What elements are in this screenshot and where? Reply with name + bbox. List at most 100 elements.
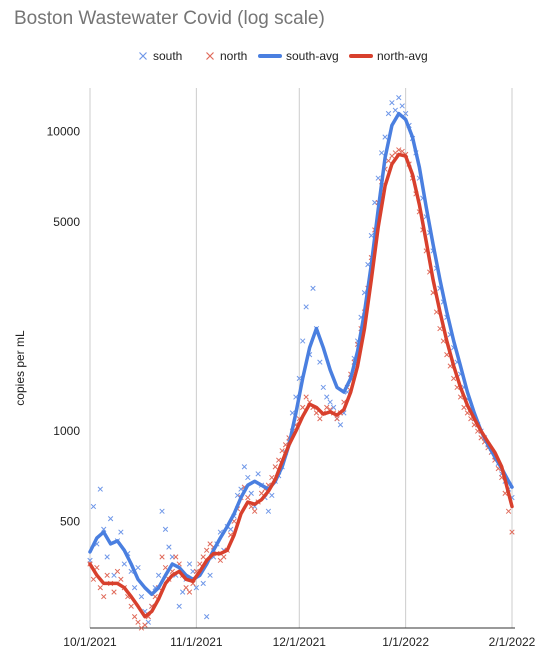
data-point — [97, 486, 103, 492]
data-point — [399, 103, 405, 109]
data-point — [142, 622, 148, 628]
data-point — [131, 585, 138, 591]
data-point — [437, 325, 443, 332]
data-point — [135, 564, 141, 571]
data-point — [317, 359, 323, 365]
series-line — [88, 152, 514, 619]
x-axis: 10/1/2021 11/1/2021 12/1/2021 1/1/2022 2/1/2… — [63, 627, 536, 649]
data-point — [162, 526, 169, 532]
data-point — [107, 516, 114, 522]
data-point — [203, 614, 210, 620]
data-point — [461, 404, 467, 411]
series-south-avg — [88, 111, 514, 597]
data-point — [385, 110, 392, 117]
data-point — [310, 285, 316, 291]
y-axis: 500 1000 5000 10000 — [47, 125, 81, 529]
data-point — [265, 508, 272, 514]
data-point — [505, 508, 512, 514]
series-north-avg — [88, 152, 514, 619]
x-tick-label: 11/1/2021 — [170, 635, 223, 649]
data-point — [152, 593, 158, 600]
series-layer — [87, 94, 515, 631]
legend-label: north-avg — [377, 49, 428, 63]
data-point — [276, 457, 282, 463]
data-point — [396, 147, 402, 153]
data-point — [90, 503, 97, 510]
data-point — [327, 399, 333, 405]
data-point — [382, 134, 388, 140]
legend: south north south-avg north-avg — [139, 49, 428, 63]
data-point — [320, 384, 326, 391]
data-point — [245, 474, 251, 481]
legend-item-north[interactable]: north — [206, 49, 248, 63]
gridlines — [89, 88, 513, 628]
data-point — [186, 589, 193, 595]
legend-label: north — [220, 49, 247, 63]
data-point — [378, 150, 385, 156]
data-point — [389, 100, 395, 106]
data-point — [303, 304, 309, 310]
data-point — [173, 554, 179, 560]
data-point — [94, 564, 100, 571]
data-point — [255, 471, 261, 477]
data-point — [159, 508, 165, 514]
data-point — [111, 589, 117, 595]
data-point — [396, 94, 402, 101]
data-point — [245, 494, 251, 501]
data-point — [241, 464, 248, 470]
data-point — [97, 585, 103, 591]
data-point — [101, 593, 107, 600]
data-point — [252, 508, 258, 514]
data-point — [324, 394, 330, 400]
data-point — [200, 580, 206, 587]
data-point — [159, 554, 165, 560]
data-point — [203, 547, 210, 553]
data-point — [221, 554, 227, 560]
data-point — [300, 404, 306, 411]
legend-label: south-avg — [286, 49, 339, 63]
data-point — [234, 492, 241, 499]
y-tick-label: 1000 — [53, 424, 80, 438]
x-tick-label: 2/1/2022 — [489, 635, 536, 649]
data-point — [104, 554, 110, 560]
chart-title: Boston Wastewater Covid (log scale) — [14, 8, 325, 29]
data-point — [269, 492, 275, 499]
data-point — [385, 158, 392, 164]
data-point — [135, 619, 141, 625]
y-tick-label: 500 — [60, 514, 80, 528]
data-point — [402, 110, 409, 117]
data-point — [300, 338, 306, 344]
y-axis-label: copies per mL — [13, 330, 27, 406]
data-point — [101, 526, 107, 532]
x-tick-label: 12/1/2021 — [273, 635, 327, 649]
data-point — [368, 232, 374, 239]
data-point — [509, 529, 515, 535]
data-point — [313, 410, 320, 416]
data-point — [197, 561, 203, 567]
data-point — [337, 422, 344, 428]
x-tick-label: 1/1/2022 — [382, 635, 429, 649]
legend-item-south[interactable]: south — [139, 49, 183, 63]
data-point — [451, 375, 457, 382]
data-point — [166, 544, 172, 550]
data-point — [193, 585, 200, 591]
data-point — [162, 564, 169, 571]
legend-marker — [139, 52, 147, 60]
y-tick-label: 10000 — [47, 125, 81, 139]
x-tick-label: 10/1/2021 — [63, 635, 117, 649]
data-point — [118, 529, 124, 535]
legend-item-south-avg[interactable]: south-avg — [258, 49, 339, 63]
data-point — [269, 474, 275, 481]
data-point — [114, 568, 121, 575]
data-point — [128, 603, 134, 609]
data-point — [176, 603, 182, 609]
data-point — [330, 404, 337, 411]
data-point — [334, 416, 340, 422]
legend-item-north-avg[interactable]: north-avg — [349, 49, 428, 63]
data-point — [183, 585, 189, 591]
data-point — [90, 576, 97, 582]
data-point — [186, 561, 193, 567]
data-point — [392, 107, 399, 113]
data-point — [303, 394, 309, 400]
